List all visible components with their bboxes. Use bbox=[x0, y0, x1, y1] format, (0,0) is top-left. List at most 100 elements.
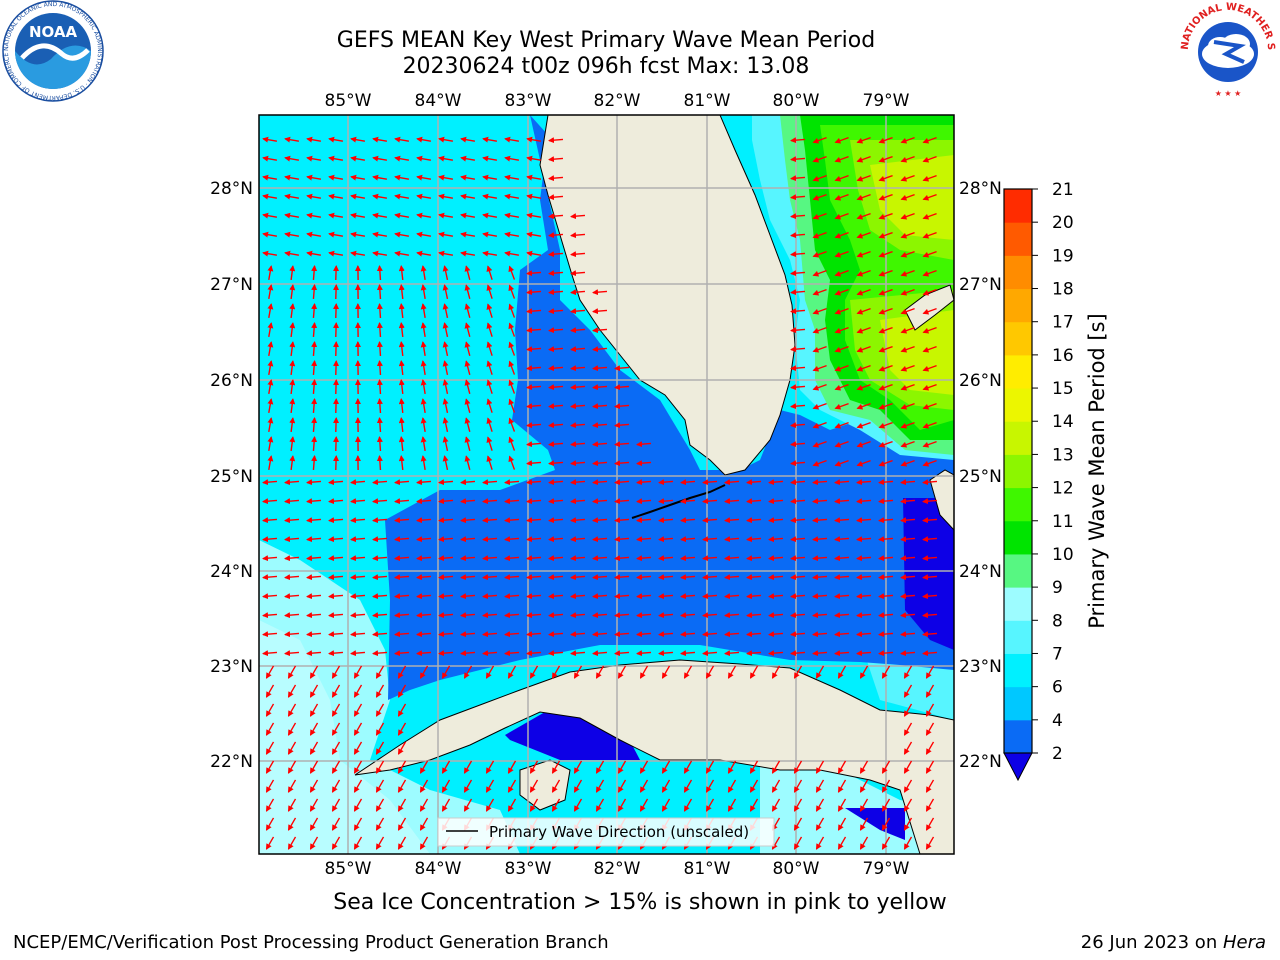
wave-arrow bbox=[350, 612, 366, 619]
wave-arrow bbox=[900, 536, 916, 543]
wave-arrow bbox=[815, 665, 825, 679]
wave-arrow bbox=[306, 231, 322, 238]
wave-arrow bbox=[680, 650, 696, 657]
wave-arrow bbox=[420, 417, 427, 433]
wave-arrow bbox=[617, 665, 627, 679]
lon-label-top: 81°W bbox=[684, 91, 731, 111]
wave-arrow bbox=[592, 650, 608, 657]
wave-arrow bbox=[639, 665, 649, 679]
wave-arrow bbox=[306, 498, 322, 505]
wave-arrow bbox=[311, 455, 318, 471]
wave-arrow bbox=[658, 498, 674, 505]
wave-arrow bbox=[262, 612, 278, 619]
wave-arrow bbox=[311, 360, 318, 376]
wave-arrow bbox=[570, 327, 586, 334]
wave-arrow bbox=[350, 593, 366, 600]
wave-arrow bbox=[328, 155, 344, 162]
wave-arrow bbox=[639, 760, 649, 774]
wave-arrow bbox=[878, 212, 893, 220]
wave-arrow bbox=[262, 593, 278, 600]
wave-arrow bbox=[394, 250, 410, 257]
wave-arrow bbox=[856, 479, 872, 486]
wave-arrow bbox=[749, 665, 759, 679]
colorbar-tick-label: 11 bbox=[1052, 512, 1074, 532]
wave-arrow bbox=[398, 303, 405, 319]
wave-arrow bbox=[724, 612, 740, 619]
wave-arrow bbox=[878, 383, 893, 391]
wave-arrow bbox=[262, 555, 278, 562]
wave-arrow bbox=[878, 612, 894, 619]
wave-arrow bbox=[548, 650, 564, 657]
wave-arrow bbox=[592, 308, 608, 315]
wave-arrow bbox=[438, 231, 454, 238]
wave-arrow bbox=[922, 402, 937, 410]
wave-arrow bbox=[746, 593, 762, 600]
wave-arrow bbox=[746, 574, 762, 581]
wave-arrow bbox=[394, 155, 410, 162]
wave-arrow bbox=[900, 459, 915, 467]
wave-arrow bbox=[353, 760, 363, 774]
wave-arrow bbox=[856, 421, 871, 429]
wave-arrow bbox=[508, 455, 516, 470]
svg-text:★ ★ ★: ★ ★ ★ bbox=[1215, 89, 1242, 98]
wave-arrow bbox=[570, 612, 586, 619]
wave-arrow bbox=[442, 417, 449, 432]
wave-arrow bbox=[262, 250, 278, 257]
wave-arrow bbox=[372, 517, 388, 524]
noaa-logo-text: NOAA bbox=[29, 23, 78, 41]
wave-arrow bbox=[375, 741, 385, 755]
colorbar-tick-label: 17 bbox=[1052, 313, 1074, 333]
wave-arrow bbox=[790, 555, 806, 562]
wave-arrow bbox=[548, 365, 564, 372]
colorbar-segment bbox=[1004, 222, 1032, 256]
wave-arrow bbox=[683, 798, 693, 812]
wave-arrow bbox=[790, 422, 806, 429]
wave-arrow bbox=[309, 703, 319, 717]
wave-arrow bbox=[284, 517, 300, 524]
wave-arrow bbox=[372, 631, 388, 638]
wave-arrow bbox=[306, 479, 322, 486]
wave-arrow bbox=[265, 703, 275, 717]
wave-arrow bbox=[768, 498, 784, 505]
wave-arrow bbox=[573, 760, 583, 774]
wave-arrow bbox=[881, 760, 891, 774]
wave-arrow bbox=[900, 612, 916, 619]
wave-arrow bbox=[284, 212, 300, 219]
wave-arrow bbox=[331, 779, 341, 793]
wave-arrow bbox=[394, 593, 410, 600]
wave-arrow bbox=[504, 212, 520, 219]
wave-arrow bbox=[376, 436, 383, 452]
wave-arrow bbox=[284, 155, 300, 162]
colorbar-tick-label: 10 bbox=[1052, 545, 1074, 565]
wave-arrow bbox=[922, 345, 937, 353]
wave-arrow bbox=[548, 289, 564, 296]
wave-arrow bbox=[438, 174, 454, 181]
wave-arrow bbox=[442, 341, 449, 356]
wave-arrow bbox=[350, 479, 366, 486]
wave-arrow bbox=[486, 436, 493, 451]
wave-arrow bbox=[306, 612, 322, 619]
wave-arrow bbox=[442, 303, 449, 318]
wave-arrow bbox=[790, 213, 806, 220]
wave-arrow bbox=[570, 308, 586, 315]
wave-arrow bbox=[504, 174, 520, 181]
wave-arrow bbox=[790, 650, 806, 657]
wave-arrow bbox=[416, 555, 432, 562]
wave-arrow bbox=[394, 136, 410, 143]
wave-arrow bbox=[705, 798, 715, 812]
wave-arrow bbox=[834, 364, 849, 372]
wave-arrow bbox=[878, 555, 894, 562]
wave-arrow bbox=[658, 517, 674, 524]
wave-arrow bbox=[394, 650, 410, 657]
wave-arrow bbox=[328, 574, 344, 581]
wave-arrow bbox=[724, 498, 740, 505]
wave-arrow bbox=[922, 459, 937, 467]
wave-arrow bbox=[617, 779, 627, 793]
wave-arrow bbox=[636, 517, 652, 524]
wave-arrow bbox=[724, 593, 740, 600]
wave-arrow bbox=[507, 665, 517, 679]
wave-arrow bbox=[306, 250, 322, 257]
wave-arrow bbox=[793, 665, 803, 679]
wave-arrow bbox=[856, 307, 871, 315]
wave-arrow bbox=[460, 517, 476, 524]
